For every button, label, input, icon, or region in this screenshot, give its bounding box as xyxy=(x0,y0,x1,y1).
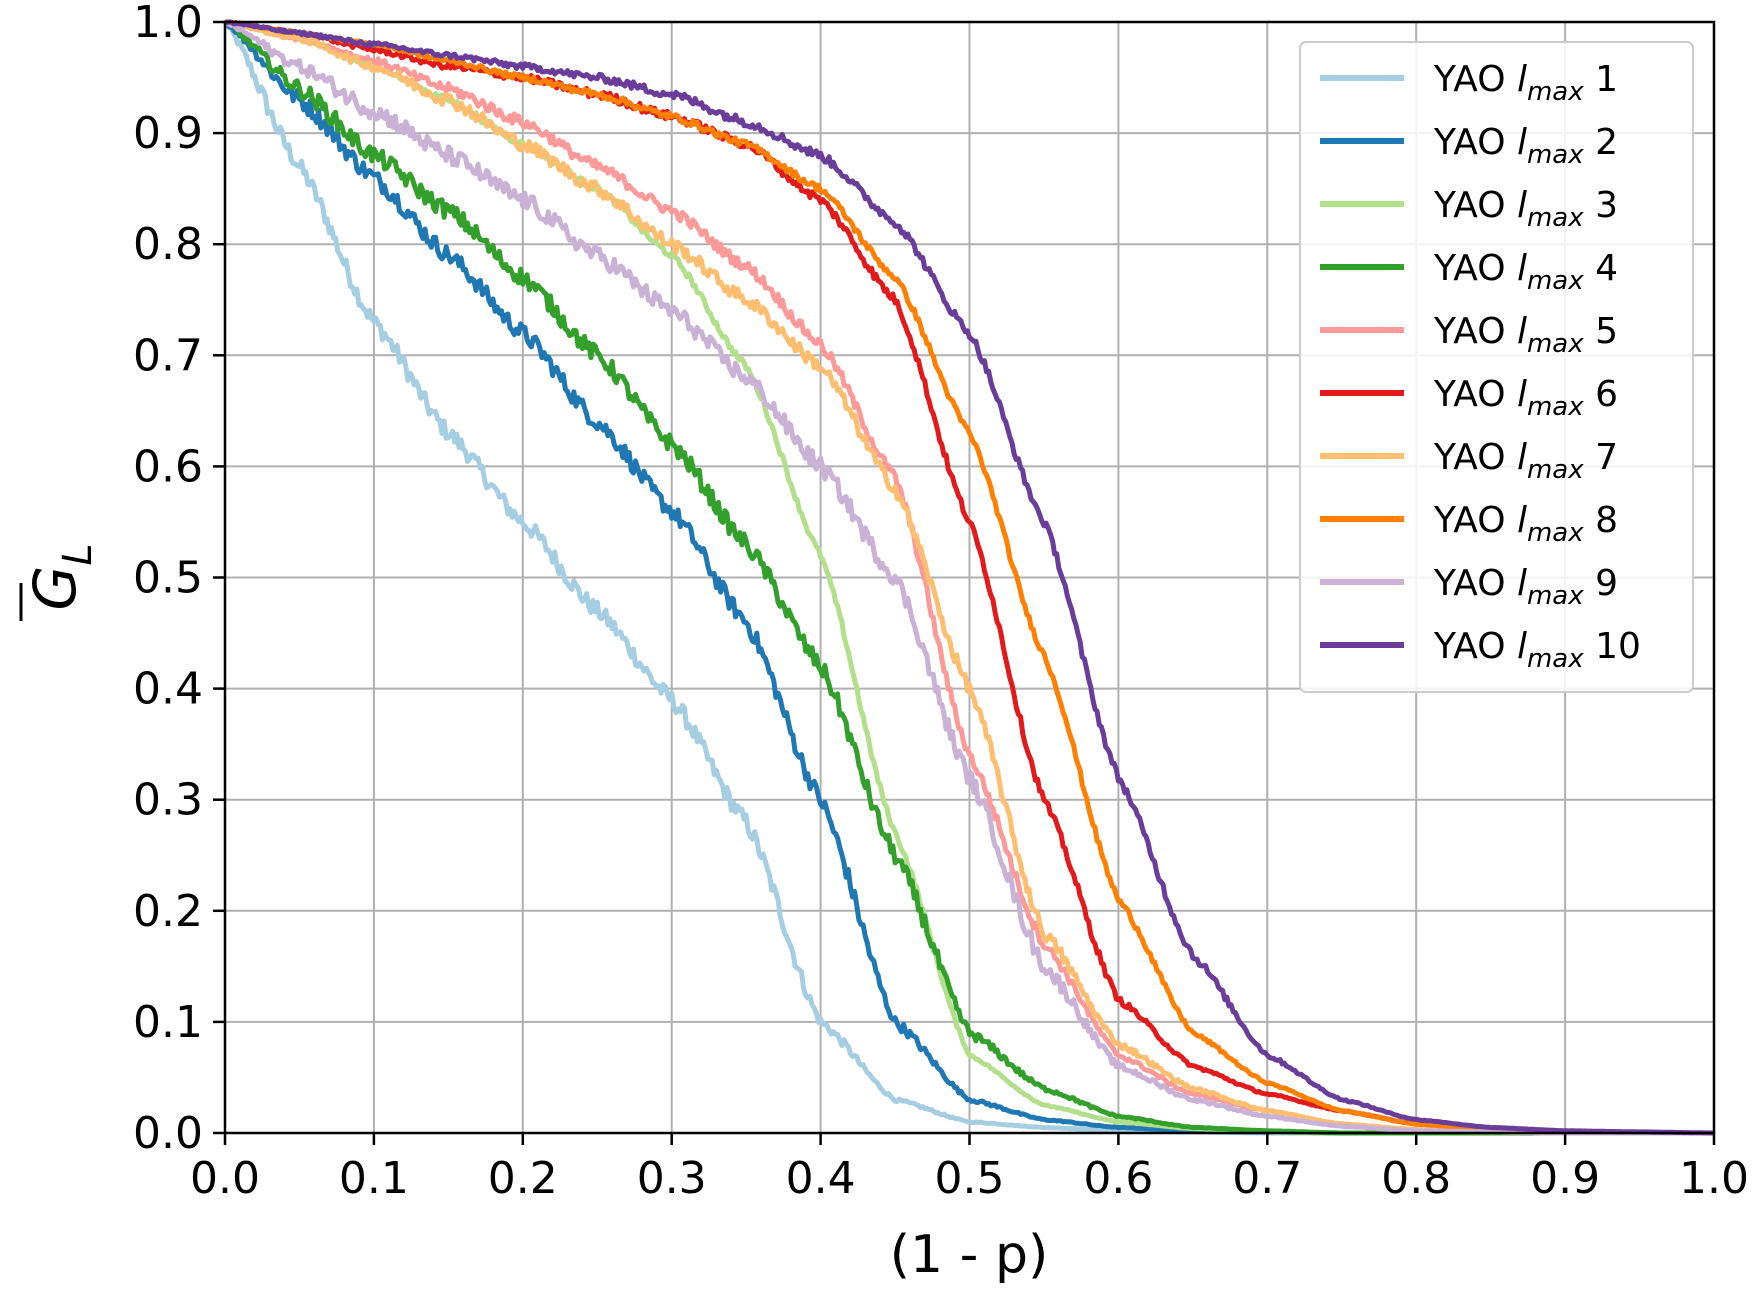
x-tick-label: 0.5 xyxy=(935,1153,1005,1204)
y-tick-label: 0.4 xyxy=(133,664,203,715)
legend-label: YAO lmax 6 xyxy=(1433,374,1618,422)
y-axis-title-sub: L xyxy=(55,543,101,565)
y-tick-label: 0.8 xyxy=(133,219,203,270)
series-line-8 xyxy=(224,19,1715,1136)
legend-entry-3[interactable]: YAO lmax 3 xyxy=(1320,185,1618,233)
x-tick-label: 0.1 xyxy=(339,1153,409,1204)
legend-entry-6[interactable]: YAO lmax 6 xyxy=(1320,374,1618,422)
legend-label: YAO lmax 3 xyxy=(1433,185,1618,233)
y-tick-label: 0.0 xyxy=(133,1108,203,1159)
legend-label: YAO lmax 1 xyxy=(1433,59,1618,107)
legend-label: YAO lmax 9 xyxy=(1433,563,1618,611)
y-tick-label: 0.3 xyxy=(133,775,203,826)
x-tick-label: 0.6 xyxy=(1083,1153,1153,1204)
legend[interactable]: YAO lmax 1 YAO lmax 2 YAO lmax 3 YAO lmax 4… xyxy=(1299,41,1694,693)
x-tick-label: 0.7 xyxy=(1232,1153,1302,1204)
series-line-10 xyxy=(224,19,1715,1136)
x-tick-label: 0.2 xyxy=(488,1153,558,1204)
axis-ticks: 0.0 0.1 0.2 0.3 0.4 0.5 0.6 0.7 0.8 0.9 1.0 0.0 0.1 0… xyxy=(133,0,1749,1204)
legend-entry-9[interactable]: YAO lmax 9 xyxy=(1320,563,1618,611)
legend-entry-1[interactable]: YAO lmax 1 xyxy=(1320,59,1618,107)
y-axis-title: GL xyxy=(19,543,101,621)
x-tick-label: 0.0 xyxy=(190,1153,260,1204)
x-tick-label: 0.9 xyxy=(1530,1153,1600,1204)
legend-entry-4[interactable]: YAO lmax 4 xyxy=(1320,248,1618,296)
y-tick-label: 0.1 xyxy=(133,997,203,1048)
y-axis-title-main: G xyxy=(21,566,89,611)
y-tick-label: 0.9 xyxy=(133,108,203,159)
legend-label: YAO lmax 7 xyxy=(1433,437,1618,485)
legend-entry-2[interactable]: YAO lmax 2 xyxy=(1320,122,1618,170)
x-axis-title: (1 - p) xyxy=(890,1225,1049,1285)
series-line-9 xyxy=(223,20,1715,1136)
legend-entry-7[interactable]: YAO lmax 7 xyxy=(1320,437,1618,485)
legend-entry-10[interactable]: YAO lmax 10 xyxy=(1320,626,1641,674)
legend-entry-5[interactable]: YAO lmax 5 xyxy=(1320,311,1618,359)
x-tick-label: 0.4 xyxy=(786,1153,856,1204)
x-tick-label: 0.3 xyxy=(637,1153,707,1204)
legend-label: YAO lmax 10 xyxy=(1433,626,1641,674)
y-tick-label: 0.5 xyxy=(133,553,203,604)
y-tick-label: 0.6 xyxy=(133,441,203,492)
x-tick-label: 0.8 xyxy=(1381,1153,1451,1204)
y-tick-label: 0.2 xyxy=(133,886,203,937)
legend-label: YAO lmax 5 xyxy=(1433,311,1618,359)
svg-text:GL: GL xyxy=(21,543,101,610)
legend-label: YAO lmax 8 xyxy=(1433,500,1618,548)
legend-label: YAO lmax 2 xyxy=(1433,122,1618,170)
x-tick-label: 1.0 xyxy=(1679,1153,1749,1204)
legend-label: YAO lmax 4 xyxy=(1433,248,1618,296)
y-tick-label: 0.7 xyxy=(133,330,203,381)
y-tick-label: 1.0 xyxy=(133,0,203,48)
legend-entry-8[interactable]: YAO lmax 8 xyxy=(1320,500,1618,548)
